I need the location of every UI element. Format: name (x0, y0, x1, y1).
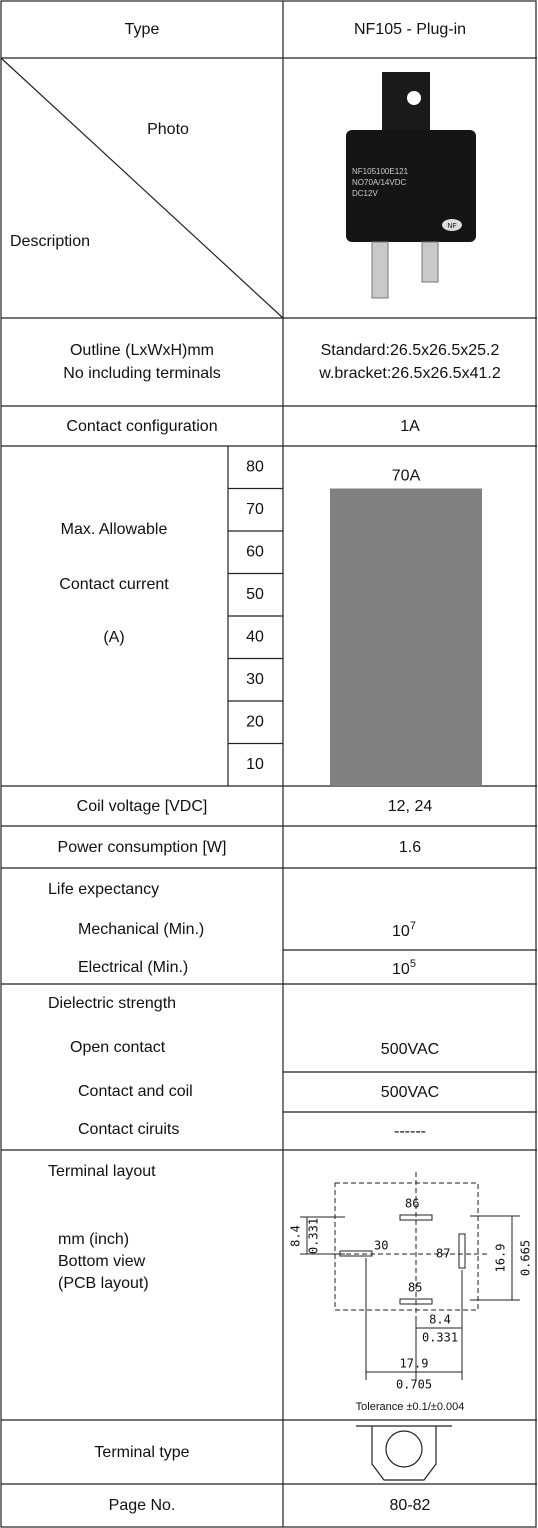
value: Standard:26.5x26.5x25.2 (321, 342, 500, 359)
label: Dielectric strength (48, 995, 176, 1012)
label: Mechanical (Min.) (78, 921, 204, 938)
scale-label: 10 (246, 756, 264, 773)
value: 500VAC (381, 1041, 439, 1058)
marking: NO70A/14VDC (352, 178, 406, 187)
dimension: 0.331 (422, 1331, 458, 1345)
scale-label: 40 (246, 628, 264, 645)
value: 80-82 (390, 1497, 431, 1514)
label: Terminal layout (48, 1163, 156, 1180)
label: Max. Allowable (61, 521, 168, 538)
terminal-drawing (356, 1425, 452, 1481)
marking: NF105100E121 (352, 167, 409, 176)
label: Photo (147, 121, 189, 138)
base: 10 (392, 923, 410, 940)
exponent: 7 (410, 920, 416, 932)
scale-label: 20 (246, 713, 264, 730)
scale-label: 50 (246, 586, 264, 603)
label: Contact ciruits (78, 1121, 179, 1138)
label: Power consumption [W] (58, 839, 227, 856)
value: w.bracket:26.5x26.5x41.2 (318, 365, 501, 382)
dimension: 17.9 (400, 1357, 429, 1371)
value: ------ (394, 1123, 426, 1140)
label: Coil voltage [VDC] (77, 798, 208, 815)
dimension: 8.4 (289, 1225, 303, 1247)
label: Open contact (70, 1039, 166, 1056)
value: 107 (392, 920, 416, 940)
value: 1.6 (399, 839, 421, 856)
pin-label: 87 (436, 1247, 450, 1261)
value: 12, 24 (388, 798, 433, 815)
pin-label: 30 (374, 1239, 388, 1253)
pin-label: 85 (408, 1281, 422, 1295)
scale-label: 30 (246, 671, 264, 688)
pin-label: 86 (405, 1197, 419, 1211)
label: Description (10, 233, 90, 250)
current-value-label: 70A (392, 468, 421, 485)
dimension: 0.705 (396, 1378, 432, 1392)
label: Electrical (Min.) (78, 959, 188, 976)
dimension: 0.331 (307, 1218, 321, 1254)
label: Terminal type (94, 1444, 189, 1461)
base: 10 (392, 961, 410, 978)
label: mm (inch) (58, 1231, 129, 1248)
scale-label: 70 (246, 501, 264, 518)
label: Contact configuration (66, 418, 217, 435)
label: (PCB layout) (58, 1275, 149, 1292)
label: Type (125, 21, 160, 38)
label: Bottom view (58, 1253, 146, 1270)
dimension: 16.9 (494, 1244, 508, 1273)
label: Page No. (109, 1497, 176, 1514)
value: 105 (392, 958, 416, 978)
value: 1A (400, 418, 420, 435)
label: Contact and coil (78, 1083, 193, 1100)
label: Life expectancy (48, 881, 159, 898)
label: Outline (LxWxH)mm (70, 342, 214, 359)
current-bar (330, 488, 482, 786)
label: (A) (103, 629, 124, 646)
relay-photo: NF105100E121 NO70A/14VDC DC12V NF (346, 72, 476, 299)
scale-label: 60 (246, 543, 264, 560)
terminal-diagram: 30 86 87 85 8.4 0.331 16.9 0.665 8.4 0.3… (289, 1172, 533, 1392)
scale-label: 80 (246, 458, 264, 475)
label: Contact current (59, 576, 169, 593)
exponent: 5 (410, 958, 416, 970)
marking: DC12V (352, 189, 378, 198)
logo: NF (447, 223, 456, 230)
tolerance: Tolerance ±0.1/±0.004 (356, 1401, 465, 1413)
value: 500VAC (381, 1084, 439, 1101)
dimension: 8.4 (429, 1313, 451, 1327)
dimension: 0.665 (519, 1240, 533, 1276)
value: NF105 - Plug-in (354, 21, 466, 38)
label: No including terminals (63, 365, 220, 382)
